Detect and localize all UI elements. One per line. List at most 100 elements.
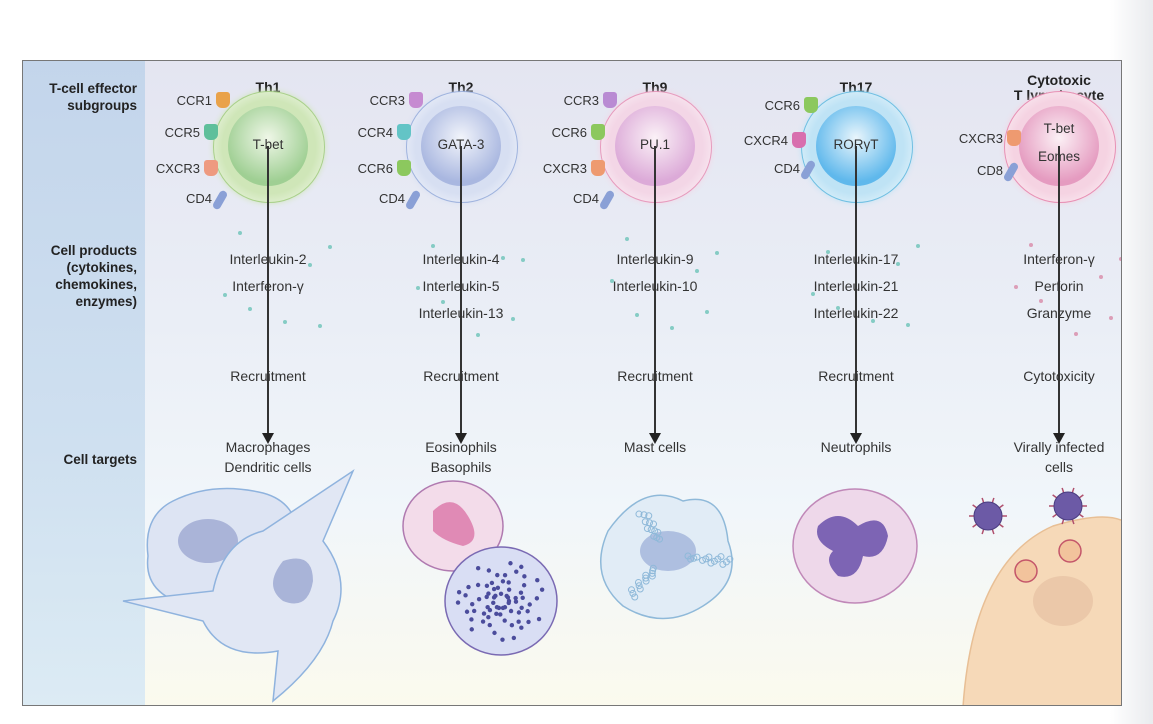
- basophil-granule: [519, 605, 524, 610]
- basophil-granule: [485, 604, 490, 610]
- receptor-label: CD8: [976, 163, 1003, 178]
- basophil-granule: [486, 614, 491, 620]
- basophil-granule: [536, 616, 542, 622]
- cytokine-dot: [871, 319, 875, 323]
- cell-target-label: Basophils: [430, 459, 492, 475]
- cell-target-label: cells: [1044, 459, 1073, 475]
- mast-cell-granule: [690, 554, 698, 562]
- subgroup-title: Th17: [839, 79, 873, 95]
- mast-cell-granule: [707, 559, 715, 567]
- basophil-granule: [518, 590, 524, 595]
- cytokine-dot: [1074, 332, 1078, 336]
- chemokine-receptor-icon: [804, 97, 818, 113]
- receptor-label: CXCR3: [542, 161, 587, 176]
- basophil-granule: [487, 607, 493, 613]
- cytokine-dot: [906, 323, 910, 327]
- viral-inclusion-icon: [1058, 539, 1082, 563]
- chemokine-receptor-icon: [409, 92, 423, 108]
- mast-cell-granule: [687, 555, 695, 563]
- basophil-granule: [513, 595, 518, 601]
- mast-cell-granule: [710, 557, 718, 565]
- cytokine-dot: [635, 313, 639, 317]
- cell-product: Interleukin-9: [616, 251, 694, 267]
- basophil-granule: [506, 587, 512, 592]
- effector-action: Recruitment: [230, 368, 306, 384]
- basophil-granule: [469, 617, 474, 622]
- basophil-granule: [455, 600, 461, 605]
- basophil-granule: [481, 611, 487, 616]
- cytokine-dot: [610, 279, 614, 283]
- mast-cell-granule: [699, 556, 707, 564]
- effector-action: Recruitment: [617, 368, 693, 384]
- basophil-granule: [480, 619, 486, 624]
- receptor-label: CD4: [185, 191, 212, 206]
- cytokine-dot: [511, 317, 515, 321]
- transcription-factor-label: PU.1: [639, 137, 670, 152]
- mast-cell-granule: [649, 564, 657, 572]
- cytokine-dot: [826, 250, 830, 254]
- basophil-granule: [494, 611, 499, 617]
- mast-cell-granule: [719, 560, 727, 568]
- cytokine-dot: [896, 262, 900, 266]
- arrow-head-icon: [455, 433, 467, 444]
- basophil-granule: [489, 580, 495, 586]
- pathway-arrow-line: [460, 146, 462, 441]
- basophil-granule: [527, 602, 532, 607]
- cytokine-dot: [1119, 257, 1121, 261]
- receptor-label: CCR4: [357, 125, 393, 140]
- mast-cell-granule: [635, 510, 643, 518]
- cytokine-dot: [670, 326, 674, 330]
- chemokine-receptor-icon: [397, 124, 411, 140]
- effector-action: Recruitment: [818, 368, 894, 384]
- basophil-granule: [492, 630, 497, 636]
- virus-icon: [973, 501, 1003, 531]
- dendritic-cell-icon: [122, 468, 355, 703]
- basophil-granule: [519, 564, 524, 570]
- basophil-granule: [509, 622, 515, 628]
- cell-product: Perforin: [1034, 278, 1084, 294]
- dendritic-nucleus-icon: [273, 558, 313, 604]
- cell-target-label: Mast cells: [623, 439, 687, 455]
- basophil-granule: [506, 600, 511, 606]
- cytokine-dot: [836, 306, 840, 310]
- cytokine-dot: [811, 292, 815, 296]
- mast-cell-granule: [646, 519, 654, 527]
- cytokine-dot: [625, 237, 629, 241]
- basophil-granule: [487, 622, 492, 628]
- cell-product: Interleukin-5: [422, 278, 500, 294]
- mast-cell-granule: [656, 535, 664, 543]
- mast-cell-granule: [648, 569, 656, 577]
- receptor-label: CXCR3: [958, 131, 1003, 146]
- cytokine-dot: [916, 244, 920, 248]
- receptor-label: CCR3: [563, 93, 599, 108]
- transcription-factor-label: T-bet: [1043, 121, 1075, 136]
- basophil-granule: [495, 572, 500, 578]
- column-cytotoxic: Cytotoxic T lymphocyteT-betEomesCXCR3CD8…: [959, 61, 1121, 705]
- effector-action: Cytotoxicity: [1023, 368, 1095, 384]
- basophil-granule: [486, 568, 492, 573]
- basophil-granule: [491, 586, 497, 592]
- pathway-arrow-line: [1058, 146, 1060, 441]
- cytokine-dot: [1039, 299, 1043, 303]
- cell-product: Interferon-γ: [232, 278, 304, 294]
- arrow-head-icon: [262, 433, 274, 444]
- mast-cell-nucleus-icon: [640, 531, 696, 571]
- cell-target-label: Macrophages: [225, 439, 311, 455]
- basophil-granule: [508, 608, 514, 614]
- basophil-granule: [475, 566, 481, 571]
- basophil-granule: [498, 591, 504, 597]
- pathway-arrow-line: [654, 146, 656, 441]
- cytokine-dot: [715, 251, 719, 255]
- chemokine-receptor-icon: [792, 132, 806, 148]
- mast-cell-granule: [643, 525, 651, 533]
- cytokine-dot: [695, 269, 699, 273]
- receptor-label: CCR6: [357, 161, 393, 176]
- cell-product: Interleukin-4: [422, 251, 500, 267]
- cytokine-dot: [705, 310, 709, 314]
- transcription-factor-label: GATA-3: [437, 137, 485, 152]
- cytokine-dot: [328, 245, 332, 249]
- transcription-factor-label: RORγT: [833, 137, 879, 152]
- cytokine-dot: [1099, 275, 1103, 279]
- basophil-granule: [470, 601, 475, 607]
- macrophage-nucleus-icon: [178, 519, 238, 563]
